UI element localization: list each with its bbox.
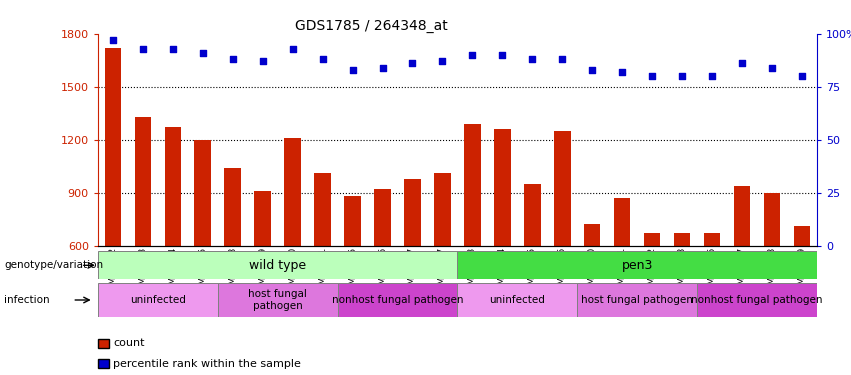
Point [136,46,150,52]
Bar [697,283,817,317]
Bar [584,224,601,246]
Text: wild type: wild type [249,259,306,272]
Text: nonhost fungal pathogen: nonhost fungal pathogen [691,295,823,305]
Bar [464,124,481,246]
Bar [577,283,697,317]
Point [585,67,599,73]
Point [495,52,509,58]
Bar [734,186,751,246]
Bar [374,189,391,246]
Point [765,64,779,70]
Text: host fungal
pathogen: host fungal pathogen [248,289,307,311]
Point [615,69,629,75]
Bar [314,173,331,246]
Point [645,73,659,79]
Bar [644,233,660,246]
Point [556,56,569,62]
Text: pen3: pen3 [621,259,653,272]
Bar [794,226,810,246]
Point [676,73,689,79]
Bar [704,233,720,246]
Bar [457,251,817,279]
Point [106,37,120,43]
Text: percentile rank within the sample: percentile rank within the sample [113,359,301,369]
Bar [764,193,780,246]
Bar [98,283,218,317]
Bar [494,129,511,246]
Point [406,60,420,66]
Bar [105,48,121,246]
Point [375,64,389,70]
Text: nonhost fungal pathogen: nonhost fungal pathogen [332,295,463,305]
Point [286,46,300,52]
Title: GDS1785 / 264348_at: GDS1785 / 264348_at [294,19,448,33]
Bar [134,117,151,246]
Text: infection: infection [4,295,50,305]
Bar [404,178,420,246]
Bar [345,196,361,246]
Text: count: count [113,338,145,348]
Bar [164,128,181,246]
Point [436,58,449,64]
Point [196,50,209,56]
Bar [195,140,211,246]
Bar [674,233,690,246]
Point [316,56,329,62]
Bar [457,283,577,317]
Bar [434,173,451,246]
Bar [614,198,631,246]
Text: host fungal pathogen: host fungal pathogen [581,295,693,305]
Bar [554,131,570,246]
Bar [225,168,241,246]
Point [346,67,359,73]
Bar [98,251,458,279]
Bar [254,191,271,246]
Point [735,60,749,66]
Point [226,56,239,62]
Point [465,52,479,58]
Bar [338,283,457,317]
Point [166,46,180,52]
Text: genotype/variation: genotype/variation [4,261,103,270]
Point [795,73,808,79]
Text: uninfected: uninfected [130,295,186,305]
Point [705,73,719,79]
Text: uninfected: uninfected [489,295,545,305]
Bar [524,184,540,246]
Bar [218,283,338,317]
Point [526,56,540,62]
Bar [284,138,301,246]
Point [256,58,270,64]
